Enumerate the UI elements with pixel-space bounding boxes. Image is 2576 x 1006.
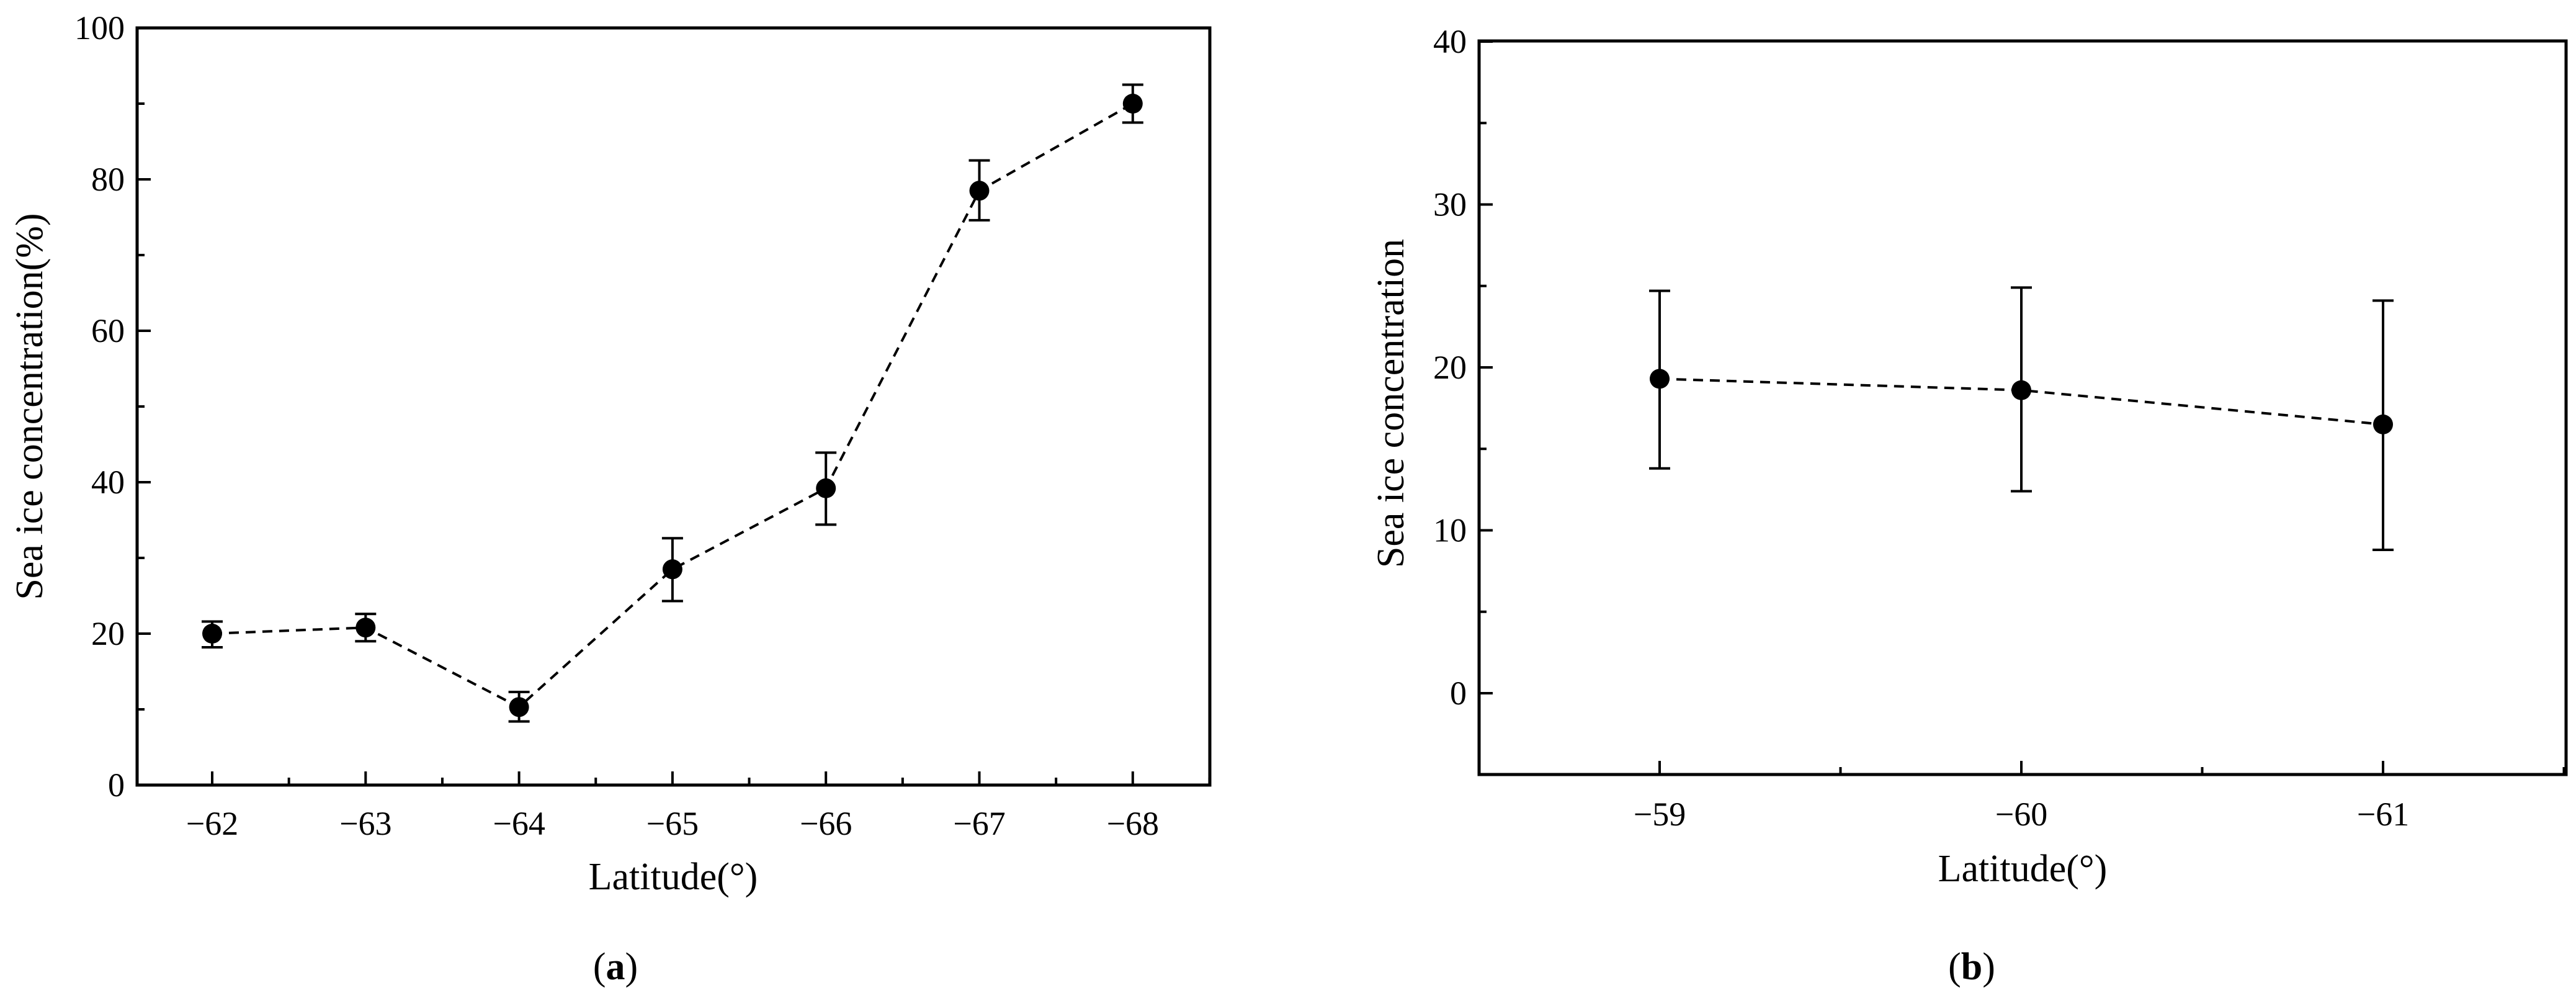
x-tick-labels-a: −62 −63 −64 −65 −66 −67 −68 (186, 805, 1159, 842)
series-line-a (212, 102, 1134, 709)
y-tick-label: 40 (91, 464, 125, 501)
y-tick-label: 20 (1433, 349, 1467, 386)
x-tick-label: −67 (953, 805, 1005, 842)
x-tick-label: −65 (646, 805, 699, 842)
data-point (202, 624, 222, 644)
error-bars-a (202, 83, 1143, 723)
data-points-b (1650, 369, 2393, 434)
data-point (2011, 380, 2031, 400)
axis-ticks-b (1479, 40, 2565, 775)
data-point (1122, 94, 1143, 114)
series-line-b (1659, 377, 2384, 426)
plot-frame-a (135, 26, 1212, 787)
data-point (662, 559, 682, 580)
data-point (509, 697, 529, 717)
data-point (2373, 414, 2393, 434)
y-tick-labels-a: 0 20 40 60 80 100 (74, 9, 125, 804)
error-bars-b (1649, 286, 2394, 551)
y-tick-label: 30 (1433, 186, 1467, 223)
x-tick-label: −61 (2357, 796, 2409, 833)
data-point (1650, 369, 1670, 389)
y-tick-label: 0 (1450, 675, 1467, 712)
x-tick-label: −59 (1634, 796, 1686, 833)
x-tick-label: −60 (1995, 796, 2047, 833)
y-tick-labels-b: 0 10 20 30 40 (1433, 23, 1467, 712)
y-tick-label: 100 (74, 9, 125, 47)
y-tick-label: 20 (91, 615, 125, 652)
x-axis-title-b: Latitude(°) (1938, 848, 2108, 890)
data-points-a (202, 94, 1143, 717)
x-tick-label: −64 (493, 805, 545, 842)
x-tick-label: −62 (186, 805, 238, 842)
data-point (816, 478, 836, 498)
data-point (969, 181, 990, 201)
y-tick-label: 60 (91, 312, 125, 349)
x-tick-label: −66 (800, 805, 852, 842)
x-tick-labels-b: −59 −60 −61 (1634, 796, 2409, 833)
panel-label-a: (a) (593, 946, 638, 988)
x-tick-label: −63 (339, 805, 391, 842)
panel-label-b: (b) (1948, 946, 1995, 988)
y-tick-label: 40 (1433, 23, 1467, 60)
x-tick-label: −68 (1107, 805, 1159, 842)
x-axis-title-a: Latitude(°) (589, 856, 758, 898)
y-axis-title-a: Sea ice concentration(%) (9, 213, 51, 600)
panel-a: 0 20 40 60 80 100 −62 −63 −64 −65 −66 −67 −68 Latit… (9, 9, 1212, 988)
data-point (356, 618, 376, 638)
panel-b: 0 10 20 30 40 −59 −60 −61 Latitude(°) Sea ice … (1370, 23, 2568, 988)
y-axis-title-b: Sea ice concentration (1370, 239, 1412, 568)
axis-ticks-a (137, 27, 1211, 786)
y-tick-label: 0 (108, 766, 125, 804)
y-tick-label: 80 (91, 161, 125, 198)
y-tick-label: 10 (1433, 512, 1467, 549)
